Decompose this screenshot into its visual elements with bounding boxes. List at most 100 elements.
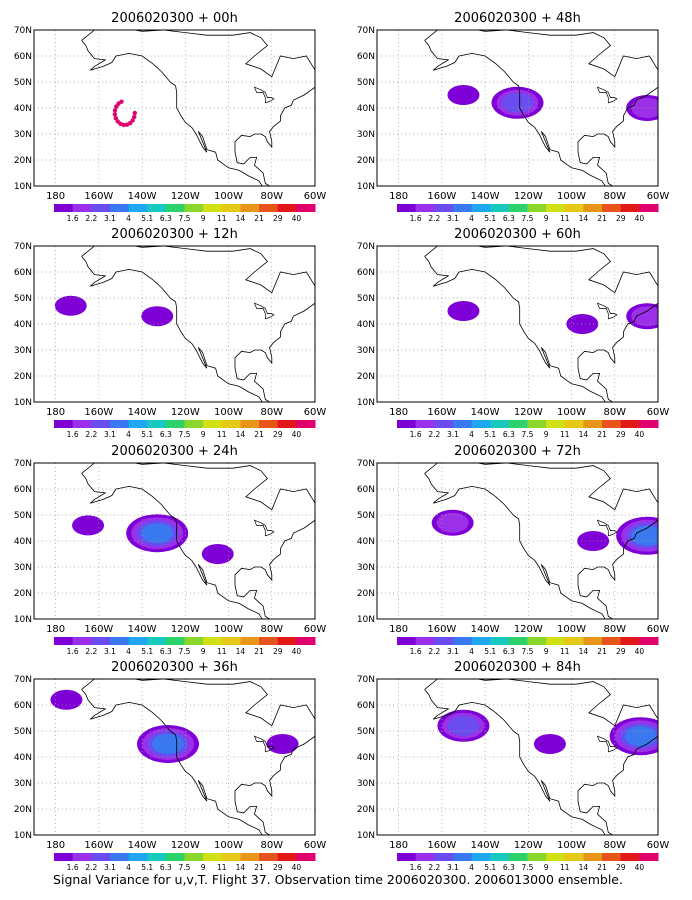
colorbar-swatch: [397, 204, 417, 212]
colorbar-level-label: 21: [254, 863, 264, 872]
colorbar-swatch: [564, 204, 584, 212]
colorbar-swatch: [184, 853, 204, 861]
colorbar-swatch: [397, 420, 417, 428]
y-tick-label: 40N: [14, 537, 32, 547]
y-tick-label: 10N: [14, 398, 32, 408]
colorbar-swatch: [415, 637, 435, 645]
colorbar-swatch: [147, 420, 167, 428]
map-frame: [376, 462, 659, 620]
x-tick-label: 100W: [214, 624, 243, 635]
x-tick-label: 60W: [647, 191, 670, 202]
colorbar-swatch: [203, 853, 223, 861]
observation-dot: [132, 110, 137, 116]
colorbar-swatch: [54, 204, 74, 212]
colorbar-level-label: 21: [254, 430, 264, 439]
x-tick-label: 160W: [84, 407, 113, 418]
colorbar-level-label: 21: [254, 647, 264, 656]
figure-caption: Signal Variance for u,v,T. Flight 37. Ob…: [53, 872, 623, 887]
colorbar-swatch: [296, 637, 316, 645]
colorbar-swatch: [508, 204, 528, 212]
x-tick-label: 160W: [84, 840, 113, 851]
colorbar-level-label: 40: [292, 647, 302, 656]
colorbar-level-label: 4: [469, 863, 474, 872]
colorbar-level-label: 7.5: [522, 647, 534, 656]
colorbar-level-label: 7.5: [179, 647, 191, 656]
colorbar-level-label: 1.6: [410, 430, 422, 439]
colorbar-level-label: 11: [217, 214, 227, 223]
x-tick-label: 120W: [514, 624, 543, 635]
colorbar-swatch: [221, 637, 241, 645]
colorbar-swatch: [452, 853, 473, 861]
x-tick-label: 160W: [427, 407, 456, 418]
panel-title: 2006020300 + 60h: [454, 227, 581, 242]
colorbar-level-label: 6.3: [160, 647, 172, 656]
y-tick-label: 40N: [14, 104, 32, 114]
map-frame: [376, 245, 659, 403]
y-tick-label: 10N: [14, 182, 32, 192]
colorbar-swatch: [434, 204, 454, 212]
variance-contour: [447, 715, 480, 736]
colorbar-level-label: 29: [616, 430, 626, 439]
colorbar-level-label: 1.6: [410, 214, 422, 223]
colorbar-level-label: 6.3: [160, 214, 172, 223]
map-frame: [376, 678, 659, 836]
observation-dot: [124, 122, 130, 127]
x-tick-label: 140W: [128, 191, 157, 202]
colorbar-swatch: [240, 204, 260, 212]
coastline: [81, 246, 315, 402]
great-lakes: [253, 86, 275, 104]
colorbar-level-label: 40: [635, 430, 645, 439]
colorbar-swatch: [296, 204, 316, 212]
y-tick-label: 70N: [14, 242, 32, 252]
colorbar-level-label: 40: [635, 647, 645, 656]
colorbar-level-label: 4: [469, 430, 474, 439]
x-tick-label: 180: [389, 840, 408, 851]
map-panel: 2006020300 + 72h 70N 60N 50N 40N 30N 20N 10N 180…: [357, 444, 670, 656]
x-tick-label: 160W: [84, 191, 113, 202]
colorbar-swatch: [72, 420, 92, 428]
x-tick-label: 120W: [514, 840, 543, 851]
y-tick-label: 50N: [14, 511, 32, 521]
colorbar-level-label: 40: [635, 214, 645, 223]
colorbar-swatch: [91, 420, 111, 428]
y-tick-label: 50N: [14, 78, 32, 88]
colorbar-level-label: 9: [201, 647, 206, 656]
colorbar-swatch: [147, 204, 167, 212]
variance-contour: [447, 301, 480, 321]
panel-title: 2006020300 + 72h: [454, 444, 581, 459]
x-tick-label: 180: [46, 624, 65, 635]
y-tick-label: 10N: [357, 831, 375, 841]
colorbar-swatch: [471, 637, 491, 645]
observation-dot: [113, 116, 118, 121]
x-tick-label: 80W: [603, 191, 626, 202]
y-tick-label: 70N: [357, 26, 375, 36]
colorbar-level-label: 7.5: [179, 430, 191, 439]
x-tick-label: 60W: [647, 840, 670, 851]
colorbar-swatch: [508, 637, 528, 645]
colorbar-level-label: 6.3: [503, 214, 515, 223]
colorbar-level-label: 21: [254, 214, 264, 223]
colorbar-level-label: 3.1: [447, 863, 459, 872]
y-tick-label: 10N: [357, 398, 375, 408]
colorbar-swatch: [415, 420, 435, 428]
map-panel: 2006020300 + 48h 70N 60N 50N 40N 30N 20N 10N 180…: [357, 11, 670, 223]
colorbar-level-label: 11: [217, 863, 227, 872]
colorbar-level-label: 4: [126, 863, 131, 872]
coastline: [424, 463, 658, 619]
y-tick-label: 60N: [357, 268, 375, 278]
colorbar-level-label: 40: [292, 214, 302, 223]
colorbar-level-label: 6.3: [160, 863, 172, 872]
colorbar-swatch: [296, 853, 316, 861]
x-tick-label: 80W: [260, 407, 283, 418]
x-tick-label: 80W: [260, 624, 283, 635]
colorbar-level-label: 3.1: [104, 647, 116, 656]
colorbar-swatch: [620, 637, 640, 645]
y-tick-label: 70N: [14, 26, 32, 36]
colorbar-level-label: 14: [579, 214, 589, 223]
colorbar-level-label: 40: [292, 430, 302, 439]
colorbar-swatch: [527, 204, 547, 212]
map-frame: [33, 462, 316, 620]
x-tick-label: 100W: [557, 624, 586, 635]
colorbar-swatch: [184, 204, 204, 212]
colorbar-swatch: [602, 637, 622, 645]
